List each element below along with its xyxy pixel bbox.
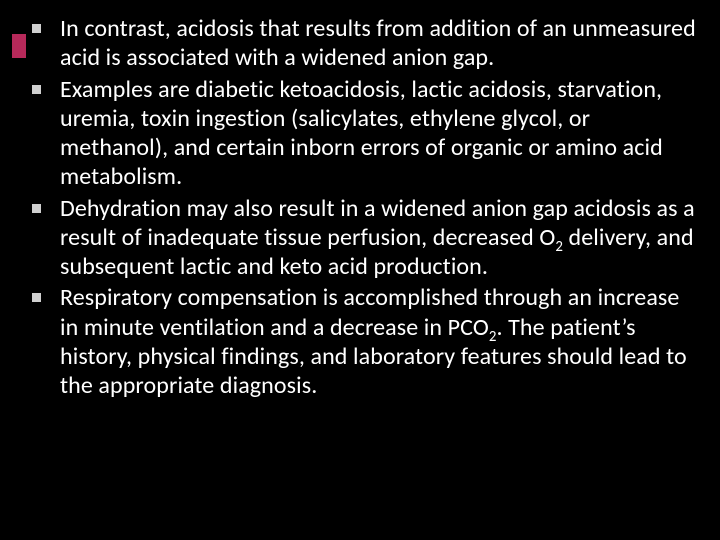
bullet-text: Examples are diabetic ketoacidosis, lact… [60,75,663,192]
bullet-item: In contrast, acidosis that results from … [28,14,696,73]
accent-bar [12,34,26,58]
subscript: 2 [555,237,563,255]
square-bullet-icon [32,293,41,302]
square-bullet-icon [32,24,41,33]
bullet-text: In contrast, acidosis that results from … [60,14,696,72]
bullet-list: In contrast, acidosis that results from … [28,14,696,400]
slide-content: In contrast, acidosis that results from … [28,14,696,520]
square-bullet-icon [32,204,41,213]
bullet-item: Dehydration may also result in a widened… [28,194,696,282]
square-bullet-icon [32,85,41,94]
bullet-item: Examples are diabetic ketoacidosis, lact… [28,75,696,192]
bullet-item: Respiratory compensation is accomplished… [28,283,696,400]
